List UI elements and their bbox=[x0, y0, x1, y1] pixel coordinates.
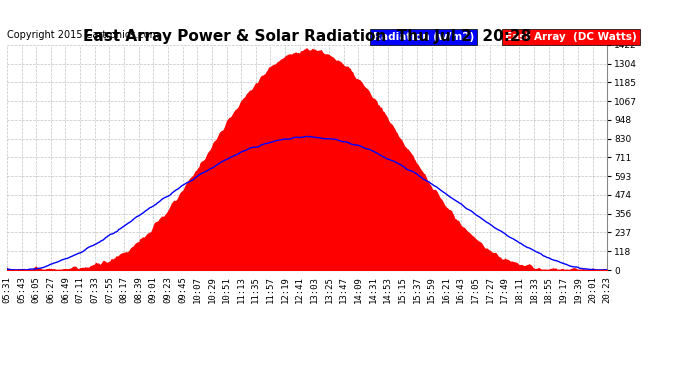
Title: East Array Power & Solar Radiation  Thu Jul 2  20:28: East Array Power & Solar Radiation Thu J… bbox=[83, 29, 531, 44]
Text: Radiation (w/m2): Radiation (w/m2) bbox=[373, 32, 474, 42]
Text: East Array  (DC Watts): East Array (DC Watts) bbox=[505, 32, 637, 42]
Text: Copyright 2015 Cartronics.com: Copyright 2015 Cartronics.com bbox=[7, 30, 159, 40]
